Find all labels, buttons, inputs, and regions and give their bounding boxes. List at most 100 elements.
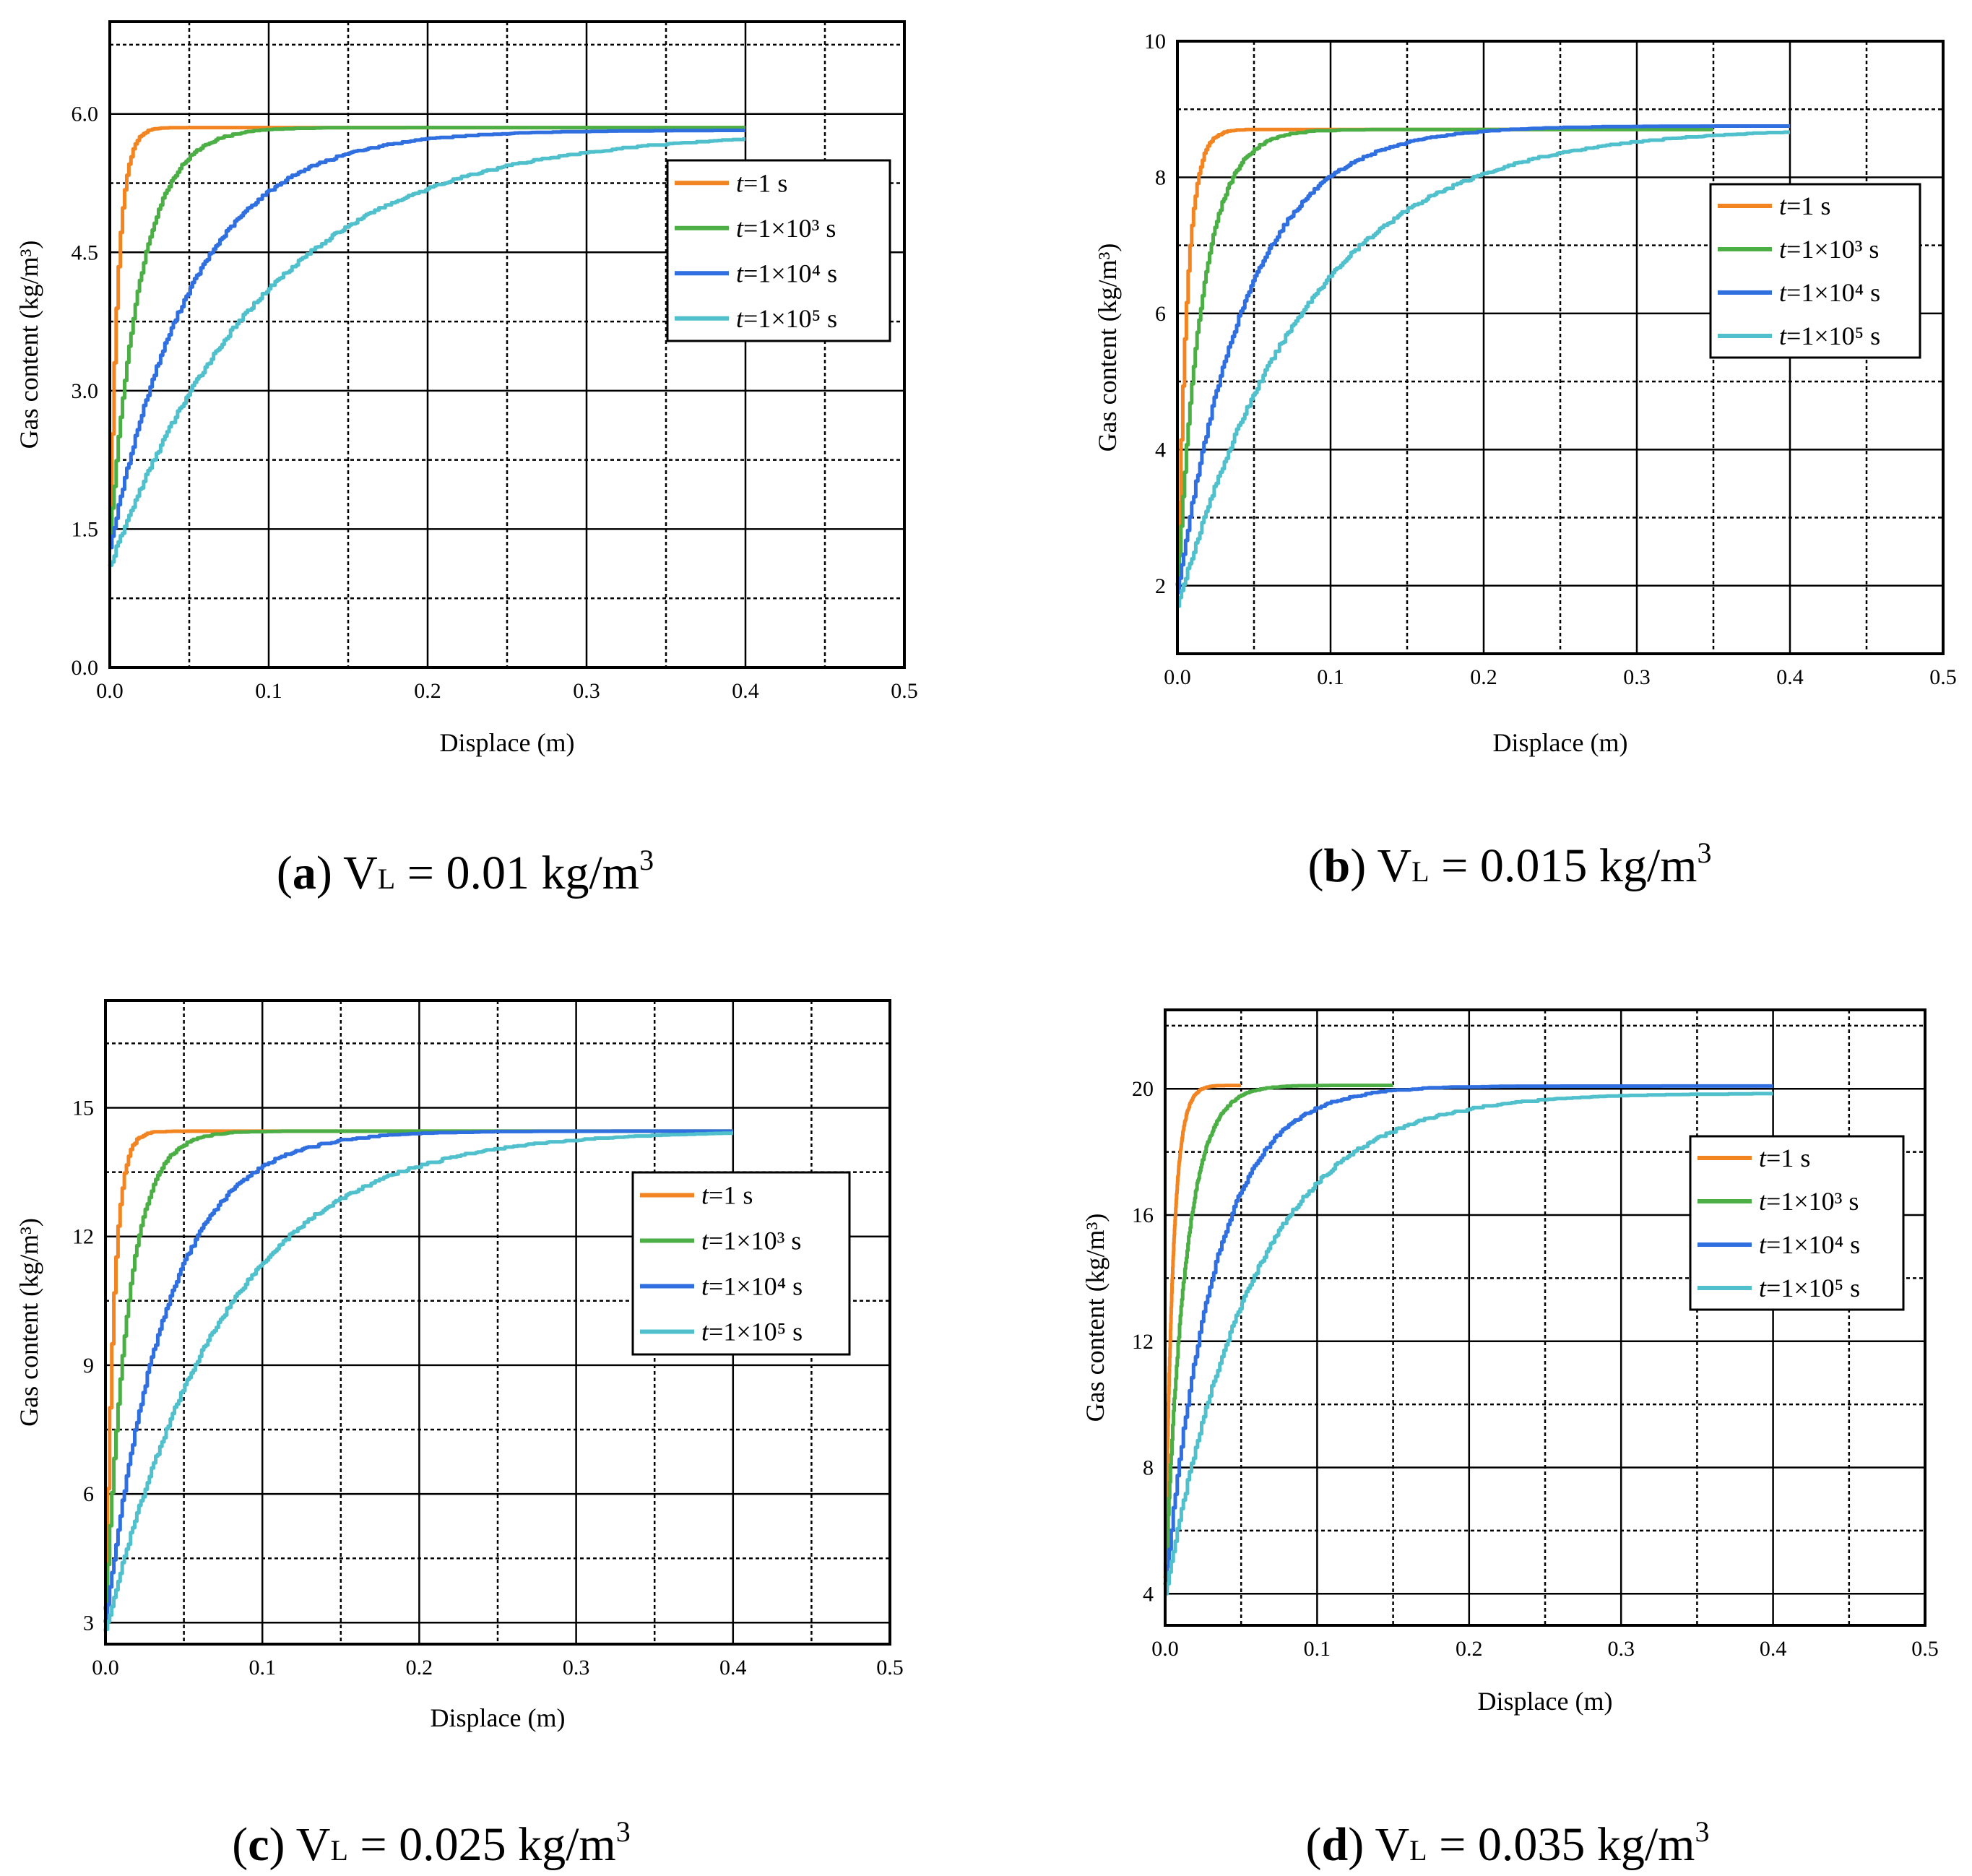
legend-entry: t=1 s: [1779, 191, 1830, 220]
y-tick-label: 8: [1143, 1456, 1154, 1480]
series-line-3: [1165, 1092, 1773, 1596]
x-tick-label: 0.5: [891, 679, 918, 703]
y-tick-label: 4: [1155, 438, 1166, 462]
plot-frame: [108, 20, 906, 669]
series-line-2: [103, 1129, 733, 1623]
x-tick-label: 0.5: [1911, 1637, 1939, 1661]
y-tick-label: 6: [83, 1482, 94, 1506]
x-tick-label: 0.3: [573, 679, 600, 703]
x-tick-label: 0.4: [1776, 665, 1804, 689]
x-tick-label: 0.1: [1304, 1637, 1331, 1661]
x-axis-label: Displace (m): [440, 728, 575, 757]
legend-entry: t=1×10⁴ s: [701, 1272, 803, 1301]
y-tick-label: 0.0: [72, 656, 99, 680]
legend-entry: t=1 s: [701, 1181, 753, 1210]
series-line-1: [110, 126, 745, 540]
legend-entry: t=1×10³ s: [701, 1227, 801, 1255]
x-tick-label: 0.4: [1760, 1637, 1787, 1661]
y-tick-label: 8: [1155, 165, 1166, 189]
x-tick-label: 0.2: [414, 679, 441, 703]
y-tick-label: 1.5: [72, 517, 99, 541]
x-tick-label: 0.1: [1317, 665, 1344, 689]
series-line-3: [1177, 130, 1790, 608]
legend-entry: t=1×10⁴ s: [1779, 278, 1880, 307]
y-tick-label: 4.5: [72, 241, 99, 264]
series-line-1: [1163, 1084, 1394, 1586]
legend-entry: t=1×10³ s: [1779, 235, 1879, 264]
y-axis-label: Gas content (kg/m³): [14, 1218, 43, 1427]
legend: t=1 s t=1×10³ s t=1×10⁴ s t=1×10⁵ s: [631, 1171, 851, 1356]
y-tick-label: 15: [72, 1097, 94, 1120]
legend-entry: t=1×10⁴ s: [1759, 1230, 1860, 1259]
y-tick-label: 6.0: [72, 103, 99, 126]
legend-entry: t=1×10⁵ s: [701, 1318, 803, 1347]
y-tick-label: 3: [83, 1611, 94, 1635]
y-tick-label: 2: [1155, 574, 1166, 598]
x-tick-label: 0.0: [92, 1656, 119, 1680]
plot-frame: [1176, 40, 1945, 655]
x-axis-label: Displace (m): [1493, 728, 1628, 757]
panel-caption: (b) VL = 0.015 kg/m3: [1308, 837, 1712, 892]
x-tick-label: 0.2: [1456, 1637, 1483, 1661]
x-tick-label: 0.3: [1623, 665, 1651, 689]
x-tick-label: 0.5: [876, 1656, 904, 1680]
series-line-0: [1163, 1084, 1243, 1580]
y-tick-label: 3.0: [72, 379, 99, 403]
grid: [1165, 1010, 1925, 1625]
y-tick-label: 16: [1132, 1203, 1154, 1227]
legend-box: [631, 1171, 851, 1356]
grid: [110, 22, 904, 667]
series-line-2: [1165, 1084, 1773, 1590]
legend-box: [1709, 183, 1921, 359]
series-line-2: [110, 129, 745, 550]
panel-caption: (d) VL = 0.035 kg/m3: [1306, 1815, 1710, 1871]
legend-entry: t=1×10³ s: [736, 214, 836, 243]
y-tick-label: 9: [83, 1354, 94, 1378]
x-tick-label: 0.1: [248, 1656, 276, 1680]
y-tick-label: 12: [1132, 1330, 1154, 1354]
x-tick-label: 0.2: [1470, 665, 1497, 689]
y-tick-label: 6: [1155, 302, 1166, 326]
y-axis-label: Gas content (kg/m³): [14, 241, 43, 449]
legend-box: [666, 159, 891, 342]
x-tick-label: 0.1: [255, 679, 282, 703]
x-tick-label: 0.0: [1164, 665, 1191, 689]
x-tick-label: 0.0: [1151, 1637, 1179, 1661]
x-tick-label: 0.5: [1929, 665, 1957, 689]
x-tick-label: 0.3: [1607, 1637, 1635, 1661]
legend-entry: t=1×10⁵ s: [1779, 321, 1880, 350]
y-tick-label: 4: [1143, 1582, 1154, 1606]
legend-entry: t=1×10⁵ s: [1759, 1274, 1860, 1302]
series-line-3: [108, 137, 745, 567]
x-tick-label: 0.3: [563, 1656, 590, 1680]
x-tick-label: 0.4: [732, 679, 759, 703]
panel-c: 0.0 0.1 0.2 0.3 0.4 0.5 3 6 9 12 15 Displace (m) Gas…: [14, 999, 904, 1871]
plot-frame: [104, 999, 891, 1646]
series-line-1: [1175, 127, 1713, 586]
plot-frame: [1164, 1008, 1926, 1627]
y-tick-label: 20: [1132, 1077, 1154, 1101]
legend-entry: t=1×10⁵ s: [736, 304, 837, 333]
panel-caption: (a) VL = 0.01 kg/m3: [277, 844, 654, 899]
x-tick-label: 0.0: [96, 679, 124, 703]
x-tick-label: 0.4: [719, 1656, 747, 1680]
series-line-2: [1177, 124, 1790, 595]
panel-caption: (c) VL = 0.025 kg/m3: [232, 1815, 631, 1871]
y-tick-label: 12: [72, 1225, 94, 1249]
legend-entry: t=1×10⁴ s: [736, 259, 837, 288]
legend-box: [1689, 1135, 1905, 1311]
legend-entry: t=1×10³ s: [1759, 1187, 1859, 1216]
series-line-3: [103, 1131, 733, 1632]
legend-entry: t=1 s: [1759, 1144, 1810, 1172]
y-axis-label: Gas content (kg/m³): [1081, 1214, 1110, 1422]
x-axis-label: Displace (m): [1478, 1687, 1613, 1716]
panel-d: 0.0 0.1 0.2 0.3 0.4 0.5 4 8 12 16 20 Displace (m) Ga…: [1081, 1008, 1939, 1871]
x-tick-label: 0.2: [406, 1656, 433, 1680]
panel-a: 0.0 0.1 0.2 0.3 0.4 0.5 0.0 1.5 3.0 4.5 6.0 Displac…: [14, 20, 918, 899]
panel-b: 0.0 0.1 0.2 0.3 0.4 0.5 2 4 6 8 10 Displace (m) Gas …: [1093, 30, 1957, 892]
y-tick-label: 10: [1144, 30, 1166, 53]
legend-entry: t=1 s: [736, 168, 787, 197]
x-axis-label: Displace (m): [431, 1703, 566, 1732]
legend: t=1 s t=1×10³ s t=1×10⁴ s t=1×10⁵ s: [1689, 1135, 1905, 1311]
